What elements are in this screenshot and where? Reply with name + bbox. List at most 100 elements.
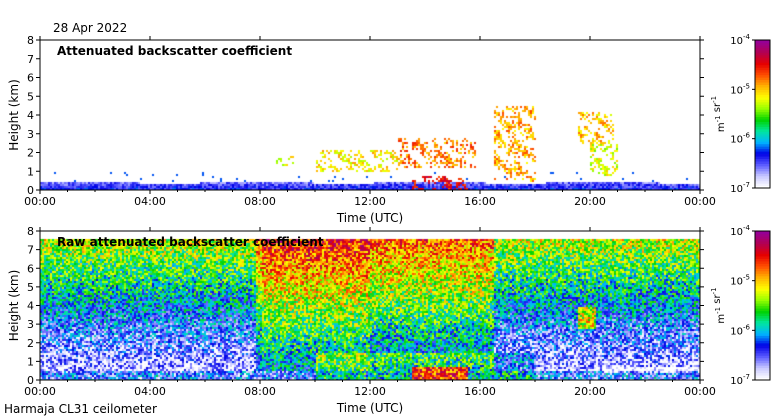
x-tick-label: 08:00 [244,195,276,208]
colorbar-segment [755,170,770,174]
y-tick-label: 4 [27,300,34,313]
x-axis-label: Time (UTC) [336,401,403,415]
colorbar-segment [755,370,770,374]
colorbar-segment [755,263,770,267]
colorbar-segment [755,57,770,61]
colorbar-segment [755,89,770,93]
colorbar-segment [755,290,770,294]
colorbar-segment [755,148,770,152]
colorbar-tick-label: 10-4 [730,224,750,238]
y-axis-label: Height (km) [7,270,21,341]
y-tick-label: 2 [27,147,34,160]
colorbar-segment [755,118,770,122]
colorbar-segment [755,160,770,164]
colorbar-segment [755,360,770,364]
x-tick-label: 04:00 [134,385,166,398]
y-tick-label: 7 [27,53,34,66]
x-tick-label: 12:00 [354,195,386,208]
colorbar-segment [755,250,770,254]
colorbar-segment [755,42,770,46]
colorbar-segment [755,40,770,44]
colorbar-segment [755,303,770,307]
colorbar-segment [755,255,770,259]
colorbar-segment [755,64,770,68]
y-tick-label: 3 [27,128,34,141]
colorbar-tick-label: 10-5 [730,82,750,96]
y-axis-label: Height (km) [7,79,21,150]
x-tick-label: 20:00 [574,385,606,398]
colorbar-segment [755,238,770,242]
colorbar-segment [755,375,770,379]
colorbar-segment [755,99,770,103]
colorbar-segment [755,138,770,142]
colorbar-segment [755,298,770,302]
colorbar-segment [755,278,770,282]
colorbar-segment [755,283,770,287]
colorbar-segment [755,285,770,289]
colorbar-segment [755,357,770,361]
colorbar-segment [755,146,770,150]
colorbar-segment [755,180,770,184]
colorbar-segment [755,337,770,341]
colorbar-segment [755,47,770,51]
colorbar-segment [755,168,770,172]
colorbar-segment [755,185,770,189]
colorbar-segment [755,114,770,118]
y-tick-label: 1 [27,355,34,368]
colorbar-tick-label: 10-4 [730,33,750,47]
colorbar-segment [755,235,770,240]
colorbar-segment [755,312,770,317]
colorbar-segment [755,305,770,309]
colorbar-segment [755,367,770,371]
colorbar-segment [755,265,770,269]
colorbar-segment [755,183,770,187]
colorbar-segment [755,175,770,179]
colorbar-segment [755,327,770,331]
y-tick-label: 5 [27,90,34,103]
colorbar-segment [755,81,770,85]
colorbar-segment [755,163,770,167]
colorbar-segment [755,143,770,147]
y-tick-label: 4 [27,109,34,122]
x-tick-label: 00:00 [24,195,56,208]
colorbar-segment [755,233,770,237]
colorbar-frame [754,230,771,381]
colorbar-segment [755,109,770,113]
footer-label: Harmaja CL31 ceilometer [4,402,157,416]
colorbar-segment [755,94,770,98]
heatmap-image [40,231,700,380]
colorbar-segment [755,79,770,83]
colorbar-segment [755,133,770,137]
colorbar-segment [755,153,770,157]
colorbar-segment [755,295,770,299]
colorbar-segment [755,258,770,262]
y-tick-label: 6 [27,72,34,85]
colorbar-segment [755,340,770,344]
colorbar-segment [755,74,770,78]
colorbar-segment [755,111,770,115]
colorbar-segment [755,268,770,272]
colorbar-segment [755,350,770,354]
colorbar-segment [755,307,770,312]
colorbar-tick-label: 10-5 [730,274,750,288]
colorbar-tick-label: 10-7 [730,373,750,387]
colorbar-segment [755,155,770,159]
x-tick-label: 08:00 [244,385,276,398]
panel-1: 0 1 2 3 4 5 6 7 8 00:00 04:00 08:00 12:00 16:00 20:00 0… [7,33,771,225]
colorbar-segment [755,325,770,329]
colorbar-segment [755,67,770,71]
y-tick-label: 0 [27,184,34,197]
heatmap-image [40,40,700,190]
colorbar-frame [754,39,771,189]
colorbar-segment [755,377,770,381]
colorbar-segment [755,345,770,349]
colorbar-segment [755,128,770,132]
y-tick-label: 8 [27,34,34,47]
colorbar-segment [755,52,770,56]
colorbar-segment [755,322,770,326]
x-tick-label: 00:00 [684,385,716,398]
colorbar-segment [755,49,770,53]
colorbar-segment [755,248,770,252]
